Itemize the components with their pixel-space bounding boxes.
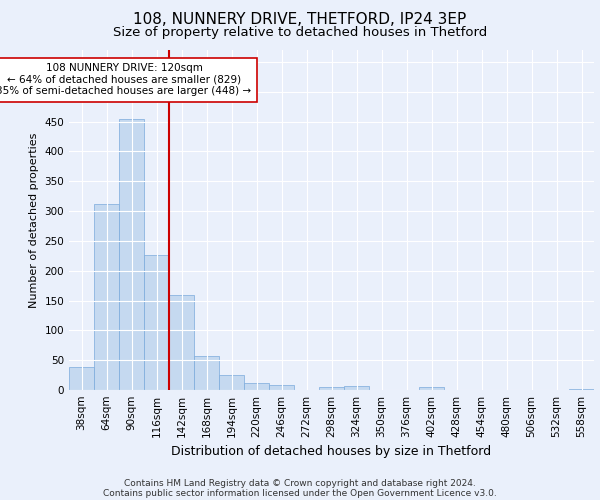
Text: Contains HM Land Registry data © Crown copyright and database right 2024.: Contains HM Land Registry data © Crown c… xyxy=(124,478,476,488)
Text: 108, NUNNERY DRIVE, THETFORD, IP24 3EP: 108, NUNNERY DRIVE, THETFORD, IP24 3EP xyxy=(133,12,467,28)
Bar xyxy=(194,356,219,390)
Bar xyxy=(419,387,444,390)
Bar xyxy=(344,386,369,390)
Bar xyxy=(244,384,269,390)
Text: Size of property relative to detached houses in Thetford: Size of property relative to detached ho… xyxy=(113,26,487,39)
Bar xyxy=(69,368,94,390)
Bar xyxy=(569,389,594,390)
X-axis label: Distribution of detached houses by size in Thetford: Distribution of detached houses by size … xyxy=(172,446,491,458)
Text: Contains public sector information licensed under the Open Government Licence v3: Contains public sector information licen… xyxy=(103,488,497,498)
Text: 108 NUNNERY DRIVE: 120sqm
← 64% of detached houses are smaller (829)
35% of semi: 108 NUNNERY DRIVE: 120sqm ← 64% of detac… xyxy=(0,63,251,96)
Bar xyxy=(219,375,244,390)
Bar xyxy=(169,294,194,390)
Bar xyxy=(119,118,144,390)
Bar xyxy=(269,385,294,390)
Bar xyxy=(319,387,344,390)
Y-axis label: Number of detached properties: Number of detached properties xyxy=(29,132,39,308)
Bar xyxy=(94,204,119,390)
Bar xyxy=(144,255,169,390)
